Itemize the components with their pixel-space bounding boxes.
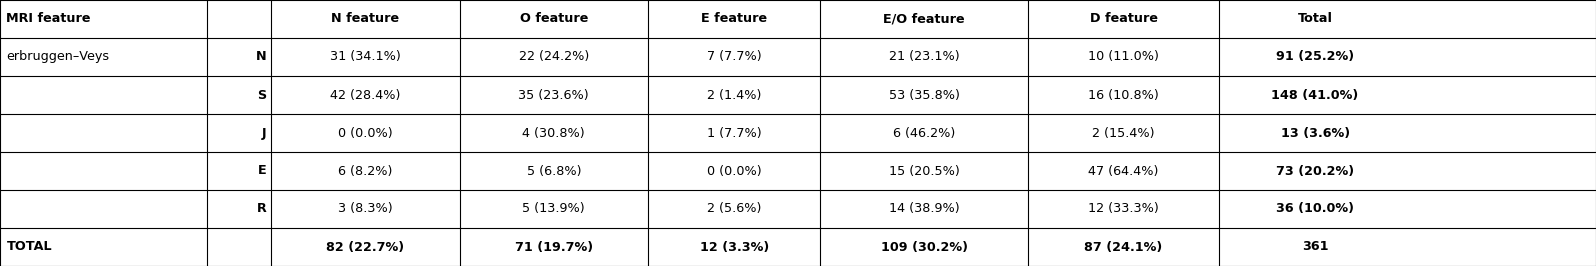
Text: S: S: [257, 89, 267, 102]
Text: 12 (33.3%): 12 (33.3%): [1088, 202, 1159, 215]
Text: 2 (5.6%): 2 (5.6%): [707, 202, 761, 215]
Text: 2 (15.4%): 2 (15.4%): [1092, 127, 1156, 139]
Text: 53 (35.8%): 53 (35.8%): [889, 89, 959, 102]
Text: TOTAL: TOTAL: [6, 240, 53, 253]
Text: 361: 361: [1302, 240, 1328, 253]
Text: 87 (24.1%): 87 (24.1%): [1084, 240, 1163, 253]
Text: 148 (41.0%): 148 (41.0%): [1272, 89, 1358, 102]
Text: D feature: D feature: [1090, 13, 1157, 26]
Text: 73 (20.2%): 73 (20.2%): [1277, 164, 1353, 177]
Text: 21 (23.1%): 21 (23.1%): [889, 51, 959, 64]
Text: 31 (34.1%): 31 (34.1%): [330, 51, 401, 64]
Text: 47 (64.4%): 47 (64.4%): [1088, 164, 1159, 177]
Text: 0 (0.0%): 0 (0.0%): [707, 164, 761, 177]
Text: 5 (6.8%): 5 (6.8%): [527, 164, 581, 177]
Text: 1 (7.7%): 1 (7.7%): [707, 127, 761, 139]
Text: R: R: [257, 202, 267, 215]
Text: E: E: [259, 164, 267, 177]
Text: 22 (24.2%): 22 (24.2%): [519, 51, 589, 64]
Text: 5 (13.9%): 5 (13.9%): [522, 202, 586, 215]
Text: 2 (1.4%): 2 (1.4%): [707, 89, 761, 102]
Text: 12 (3.3%): 12 (3.3%): [699, 240, 769, 253]
Text: 6 (46.2%): 6 (46.2%): [892, 127, 956, 139]
Text: 0 (0.0%): 0 (0.0%): [338, 127, 393, 139]
Text: 109 (30.2%): 109 (30.2%): [881, 240, 967, 253]
Text: J: J: [262, 127, 267, 139]
Text: erbruggen–Veys: erbruggen–Veys: [6, 51, 110, 64]
Text: 16 (10.8%): 16 (10.8%): [1088, 89, 1159, 102]
Text: 82 (22.7%): 82 (22.7%): [327, 240, 404, 253]
Text: 4 (30.8%): 4 (30.8%): [522, 127, 586, 139]
Text: 10 (11.0%): 10 (11.0%): [1088, 51, 1159, 64]
Text: N feature: N feature: [332, 13, 399, 26]
Text: MRI feature: MRI feature: [6, 13, 91, 26]
Text: N: N: [255, 51, 267, 64]
Text: 3 (8.3%): 3 (8.3%): [338, 202, 393, 215]
Text: 71 (19.7%): 71 (19.7%): [516, 240, 592, 253]
Text: Total: Total: [1298, 13, 1333, 26]
Text: 35 (23.6%): 35 (23.6%): [519, 89, 589, 102]
Text: 14 (38.9%): 14 (38.9%): [889, 202, 959, 215]
Text: 6 (8.2%): 6 (8.2%): [338, 164, 393, 177]
Text: 42 (28.4%): 42 (28.4%): [330, 89, 401, 102]
Text: E/O feature: E/O feature: [883, 13, 966, 26]
Text: 13 (3.6%): 13 (3.6%): [1280, 127, 1350, 139]
Text: 15 (20.5%): 15 (20.5%): [889, 164, 959, 177]
Text: 91 (25.2%): 91 (25.2%): [1277, 51, 1353, 64]
Text: E feature: E feature: [701, 13, 768, 26]
Text: O feature: O feature: [520, 13, 587, 26]
Text: 36 (10.0%): 36 (10.0%): [1277, 202, 1353, 215]
Text: 7 (7.7%): 7 (7.7%): [707, 51, 761, 64]
